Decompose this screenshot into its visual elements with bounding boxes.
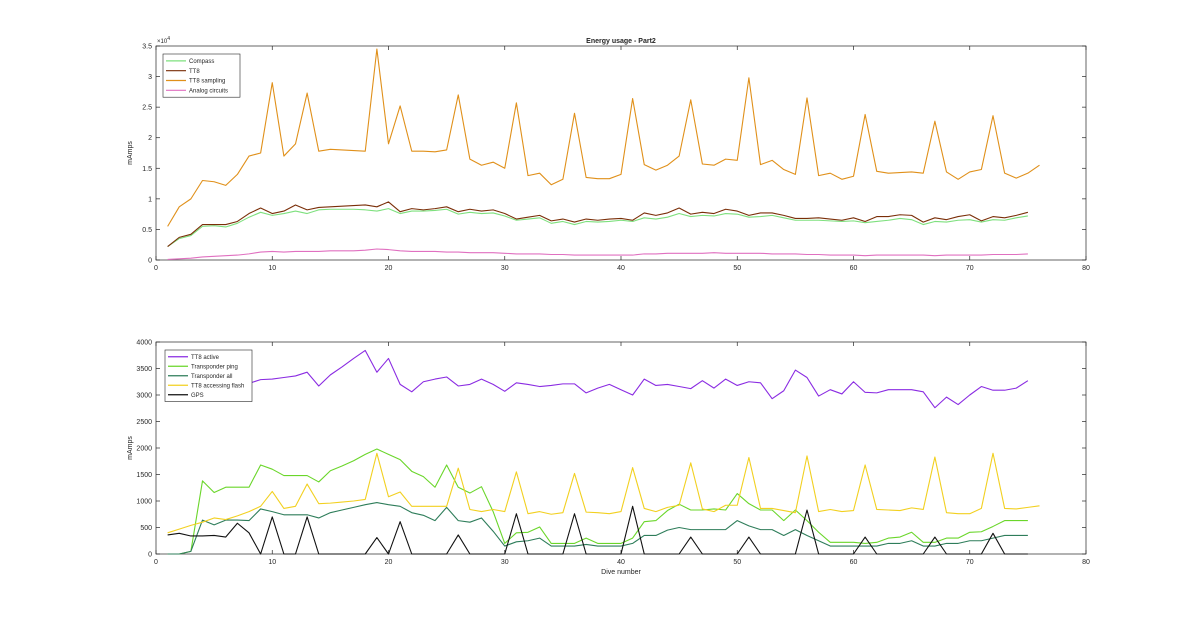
y-tick-label: 3000 [136,393,152,400]
legend-entry: TT8 accessing flash [191,383,244,389]
x-tick-label: 10 [268,559,276,566]
y-tick-label: 1 [148,196,152,203]
series-line-1 [167,208,1028,248]
y-tick-label: 2000 [136,446,152,453]
legend: Compass TT8 TT8 sampling Analog circuits [162,53,241,98]
y-tick-label: 3500 [136,366,152,373]
legend-entry: TT8 sampling [189,79,225,85]
x-tick-label: 40 [617,265,625,272]
y-tick-label: 1.5 [142,166,152,173]
legend-entry: Transponder ping [191,364,238,370]
y-exponent-power: 4 [167,36,170,42]
y-tick-label: 1000 [136,499,152,506]
x-tick-label: 50 [733,265,741,272]
y-tick-label: 4000 [136,340,152,347]
y-axis-label: mAmps [127,436,134,460]
y-tick-label: 2.5 [142,105,152,112]
legend-entry: TT8 active [191,355,220,361]
x-tick-label: 70 [966,559,974,566]
x-tick-label: 30 [501,265,509,272]
x-tick-label: 0 [154,265,158,272]
y-tick-label: 500 [140,525,152,532]
y-axis-label: mAmps [127,141,134,165]
x-tick-label: 30 [501,559,509,566]
series-line-3 [167,502,1028,555]
legend-entry: GPS [191,393,204,399]
legend-entry: Compass [189,59,214,65]
top-plot: 0 10 20 30 40 50 60 70 80 0 0.5 1 1.5 2 2.5 3 3.5 ×104 Ene… [127,36,1090,272]
x-tick-label: 60 [850,265,858,272]
y-tick-label: 2 [148,135,152,142]
x-axis-label: Dive number [601,569,641,576]
y-tick-label: 3 [148,74,152,81]
axes-box [155,341,1087,555]
chart-title: Energy usage - Part2 [586,38,656,45]
series-line-4 [167,248,1028,260]
series-line-2 [167,201,1029,247]
series-line-2 [167,448,1028,555]
x-tick-label: 20 [385,559,393,566]
legend-entry: Analog circuits [189,89,228,95]
series-line-1 [167,349,1029,409]
series-line-3 [167,48,1040,227]
y-exponent-base: ×10 [157,39,168,45]
legend-entry: TT8 [189,69,200,75]
x-tick-label: 60 [850,559,858,566]
x-tick-label: 40 [617,559,625,566]
y-tick-label: 0 [148,258,152,265]
y-tick-label: 1500 [136,472,152,479]
y-tick-label: 3.5 [142,44,152,51]
x-tick-label: 80 [1082,265,1090,272]
y-tick-label: 2500 [136,419,152,426]
axes-box [155,45,1087,261]
series-line-5 [167,505,1028,555]
y-tick-label: 0 [148,552,152,559]
x-tick-label: 70 [966,265,974,272]
series-line-4 [167,452,1040,534]
legend-entry: Transponder all [191,374,232,380]
y-tick-label: 0.5 [142,227,152,234]
x-tick-label: 10 [268,265,276,272]
bottom-plot: 0 10 20 30 40 50 60 70 80 0 500 1000 1500 2000 2500 300… [127,340,1090,577]
x-tick-label: 0 [154,559,158,566]
legend: TT8 active Transponder ping Transponder al… [164,349,253,402]
x-tick-label: 20 [385,265,393,272]
x-tick-label: 50 [733,559,741,566]
y-exponent-label: ×104 [157,36,170,45]
x-tick-label: 80 [1082,559,1090,566]
